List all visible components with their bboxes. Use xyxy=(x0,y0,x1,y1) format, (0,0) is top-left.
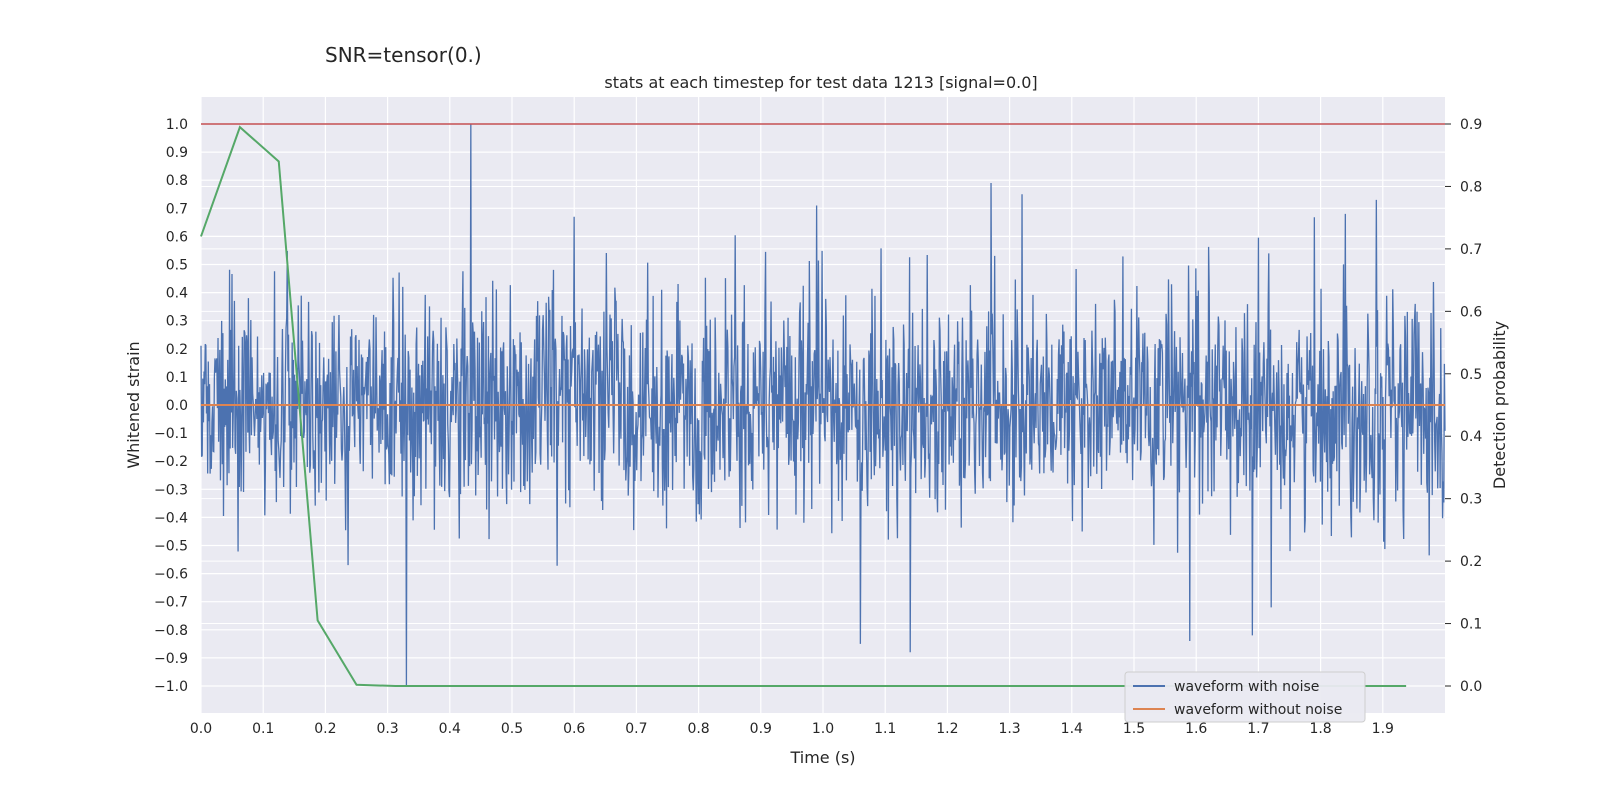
y-axis-label: Whitened strain xyxy=(124,341,143,468)
y-tick-label: −0.4 xyxy=(154,510,188,526)
y2-tick-label: 0.5 xyxy=(1460,367,1482,383)
y-tick-label: −0.8 xyxy=(154,623,188,639)
y-tick-label: 1.0 xyxy=(166,117,188,133)
y-tick-label: 0.9 xyxy=(166,145,188,161)
y2-tick-label: 0.2 xyxy=(1460,554,1482,570)
y-tick-label: 0.8 xyxy=(166,173,188,189)
y2-tick-label: 0.7 xyxy=(1460,242,1482,258)
y-tick-label: −0.6 xyxy=(154,567,188,583)
x-tick-labels: 0.0 0.1 0.2 0.3 0.4 0.5 0.6 0.7 0.8 0.9 1.0 1.1 1.2 1… xyxy=(190,721,1394,737)
x-tick-label: 1.5 xyxy=(1123,721,1145,737)
x-tick-label: 1.2 xyxy=(936,721,958,737)
x-tick-label: 0.4 xyxy=(439,721,461,737)
x-tick-label: 0.9 xyxy=(750,721,772,737)
y-tick-label: 0.2 xyxy=(166,342,188,358)
x-tick-label: 1.4 xyxy=(1061,721,1083,737)
y2-tick-label: 0.1 xyxy=(1460,617,1482,633)
y2-tick-label: 0.8 xyxy=(1460,179,1482,195)
x-axis-label: Time (s) xyxy=(789,748,855,767)
x-tick-label: 1.1 xyxy=(874,721,896,737)
series-waveform-with-noise xyxy=(200,123,1446,687)
legend-label-with-noise: waveform with noise xyxy=(1174,679,1319,695)
series-detection-probability xyxy=(200,125,1407,687)
y-tick-label: 0.4 xyxy=(166,286,188,302)
y-tick-label: −1.0 xyxy=(154,679,188,695)
y-tick-label: 0.1 xyxy=(166,370,188,386)
y2-tick-label: 0.3 xyxy=(1460,492,1482,508)
y-tick-label: 0.3 xyxy=(166,314,188,330)
x-tick-label: 0.6 xyxy=(563,721,585,737)
legend-label-without-noise: waveform without noise xyxy=(1174,702,1342,718)
series-layer xyxy=(200,123,1446,687)
chart-title: stats at each timestep for test data 121… xyxy=(604,73,1037,92)
y-tick-label: 0.7 xyxy=(166,201,188,217)
y-tick-label: −0.7 xyxy=(154,595,188,611)
y2-tick-label: 0.6 xyxy=(1460,304,1482,320)
x-tick-label: 1.3 xyxy=(998,721,1020,737)
x-tick-label: 1.9 xyxy=(1372,721,1394,737)
x-tick-label: 0.3 xyxy=(376,721,398,737)
x-tick-label: 0.8 xyxy=(687,721,709,737)
x-tick-label: 0.1 xyxy=(252,721,274,737)
y-tick-label: −0.1 xyxy=(154,426,188,442)
legend: waveform with noise waveform without noi… xyxy=(1124,671,1366,723)
y-tick-label: −0.5 xyxy=(154,539,188,555)
x-tick-label: 0.7 xyxy=(625,721,647,737)
y-tick-label: −0.3 xyxy=(154,482,188,498)
y2-tick-labels: 0.9 0.8 0.7 0.6 0.5 0.4 0.3 0.2 0.1 0.0 xyxy=(1445,117,1482,695)
y-tick-labels: 1.0 0.9 0.8 0.7 0.6 0.5 0.4 0.3 0.2 0.1 0.0 −0.1 −0.… xyxy=(154,117,188,695)
x-tick-label: 1.6 xyxy=(1185,721,1207,737)
figure-suptitle: SNR=tensor(0.) xyxy=(325,43,482,67)
y2-axis-label: Detection probability xyxy=(1490,321,1509,489)
y-tick-label: 0.0 xyxy=(166,398,188,414)
x-tick-label: 1.0 xyxy=(812,721,834,737)
y2-tick-label: 0.0 xyxy=(1460,679,1482,695)
x-tick-label: 0.5 xyxy=(501,721,523,737)
x-tick-label: 1.8 xyxy=(1309,721,1331,737)
legend-box xyxy=(1124,671,1366,723)
y-tick-label: 0.5 xyxy=(166,258,188,274)
x-tick-label: 0.0 xyxy=(190,721,212,737)
y-tick-label: −0.9 xyxy=(154,651,188,667)
y2-tick-label: 0.9 xyxy=(1460,117,1482,133)
y2-tick-label: 0.4 xyxy=(1460,429,1482,445)
y-tick-label: −0.2 xyxy=(154,454,188,470)
x-tick-label: 0.2 xyxy=(314,721,336,737)
y-tick-label: 0.6 xyxy=(166,229,188,245)
x-tick-label: 1.7 xyxy=(1247,721,1269,737)
